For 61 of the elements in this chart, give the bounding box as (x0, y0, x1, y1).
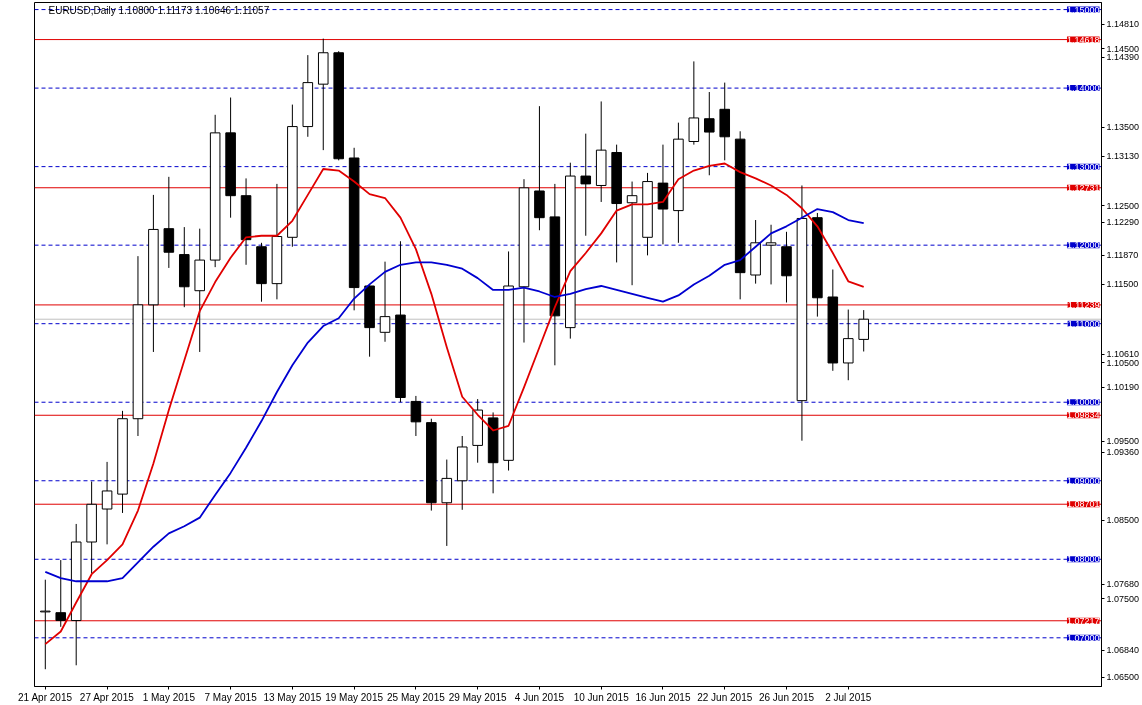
x-tick-label: 13 May 2015 (263, 691, 322, 703)
y-tick-label: 1.13130 (1106, 151, 1140, 162)
candlestick (626, 181, 638, 286)
y-tick-label: 1.07680 (1106, 579, 1140, 590)
x-tick-label: 10 Jun 2015 (573, 691, 630, 703)
x-tick-label: 7 May 2015 (204, 691, 258, 703)
candlestick (101, 461, 113, 545)
y-tick-label: 1.12290 (1106, 217, 1140, 228)
ref-line-label: 1.11000 (1067, 318, 1100, 329)
ref-line-label: 1.07217 (1066, 615, 1100, 626)
y-tick-label: 1.14810 (1106, 19, 1140, 30)
candlestick (163, 176, 175, 269)
ref-line-label: 1.12731 (1066, 182, 1100, 193)
candlestick (580, 133, 592, 237)
ref-line-label: 1.14618 (1066, 34, 1100, 45)
candlestick (704, 91, 715, 176)
ref-line-label: 1.13000 (1066, 161, 1100, 172)
y-tick-label: 1.10500 (1106, 357, 1140, 368)
x-tick-label: 4 Jun 2015 (514, 691, 565, 703)
ref-line-label: 1.09834 (1066, 410, 1100, 421)
y-tick-label: 1.14390 (1106, 52, 1140, 63)
y-tick-label: 1.14500 (1106, 43, 1140, 54)
ref-line-label: 1.12000 (1066, 240, 1100, 251)
y-tick-label: 1.11500 (1106, 279, 1139, 290)
x-tick-label: 2 Jul 2015 (825, 691, 872, 703)
x-tick-label: 27 Apr 2015 (79, 691, 135, 703)
ref-line-label: 1.07000 (1066, 632, 1100, 643)
candlestick (40, 579, 51, 670)
ref-line-label: 1.11239 (1067, 299, 1100, 310)
y-tick-label: 1.10610 (1106, 349, 1140, 360)
x-tick-label: 29 May 2015 (448, 691, 508, 703)
ref-line-label: 1.10000 (1066, 397, 1100, 408)
ref-line-label: 1.09000 (1066, 475, 1100, 486)
y-tick-label: 1.11870 (1106, 250, 1139, 261)
candlestick (410, 395, 422, 437)
x-tick-label: 22 Jun 2015 (697, 691, 753, 703)
candlestick (55, 559, 67, 628)
y-tick-label: 1.13500 (1106, 122, 1140, 133)
y-tick-label: 1.12500 (1106, 200, 1140, 211)
candlestick (688, 60, 700, 146)
ref-line-label: 1.08000 (1066, 554, 1100, 565)
y-tick-label: 1.06840 (1106, 645, 1140, 656)
y-tick-label: 1.07500 (1106, 593, 1140, 604)
y-tick-label: 1.06500 (1106, 672, 1140, 683)
x-tick-label: 25 May 2015 (386, 691, 446, 703)
y-tick-label: 1.09360 (1106, 447, 1140, 458)
x-tick-label: 21 Apr 2015 (18, 691, 73, 703)
y-tick-label: 1.08500 (1106, 515, 1140, 526)
x-tick-label: 26 Jun 2015 (758, 691, 815, 703)
x-tick-label: 1 May 2015 (142, 691, 196, 703)
ref-line-label: 1.14000 (1066, 83, 1100, 94)
x-tick-label: 19 May 2015 (325, 691, 384, 703)
y-tick-label: 1.09500 (1106, 436, 1140, 447)
candlestick (858, 309, 869, 352)
x-tick-label: 16 Jun 2015 (635, 691, 691, 703)
ref-line-label: 1.15000 (1066, 4, 1100, 15)
candlestick (379, 261, 391, 343)
chart-title: EURUSD,Daily 1.10800 1.11173 1.10646 1.11057 (48, 4, 270, 16)
ref-line-label: 1.08701 (1066, 499, 1100, 510)
candlestick (765, 224, 777, 285)
y-tick-label: 1.10190 (1106, 382, 1140, 393)
